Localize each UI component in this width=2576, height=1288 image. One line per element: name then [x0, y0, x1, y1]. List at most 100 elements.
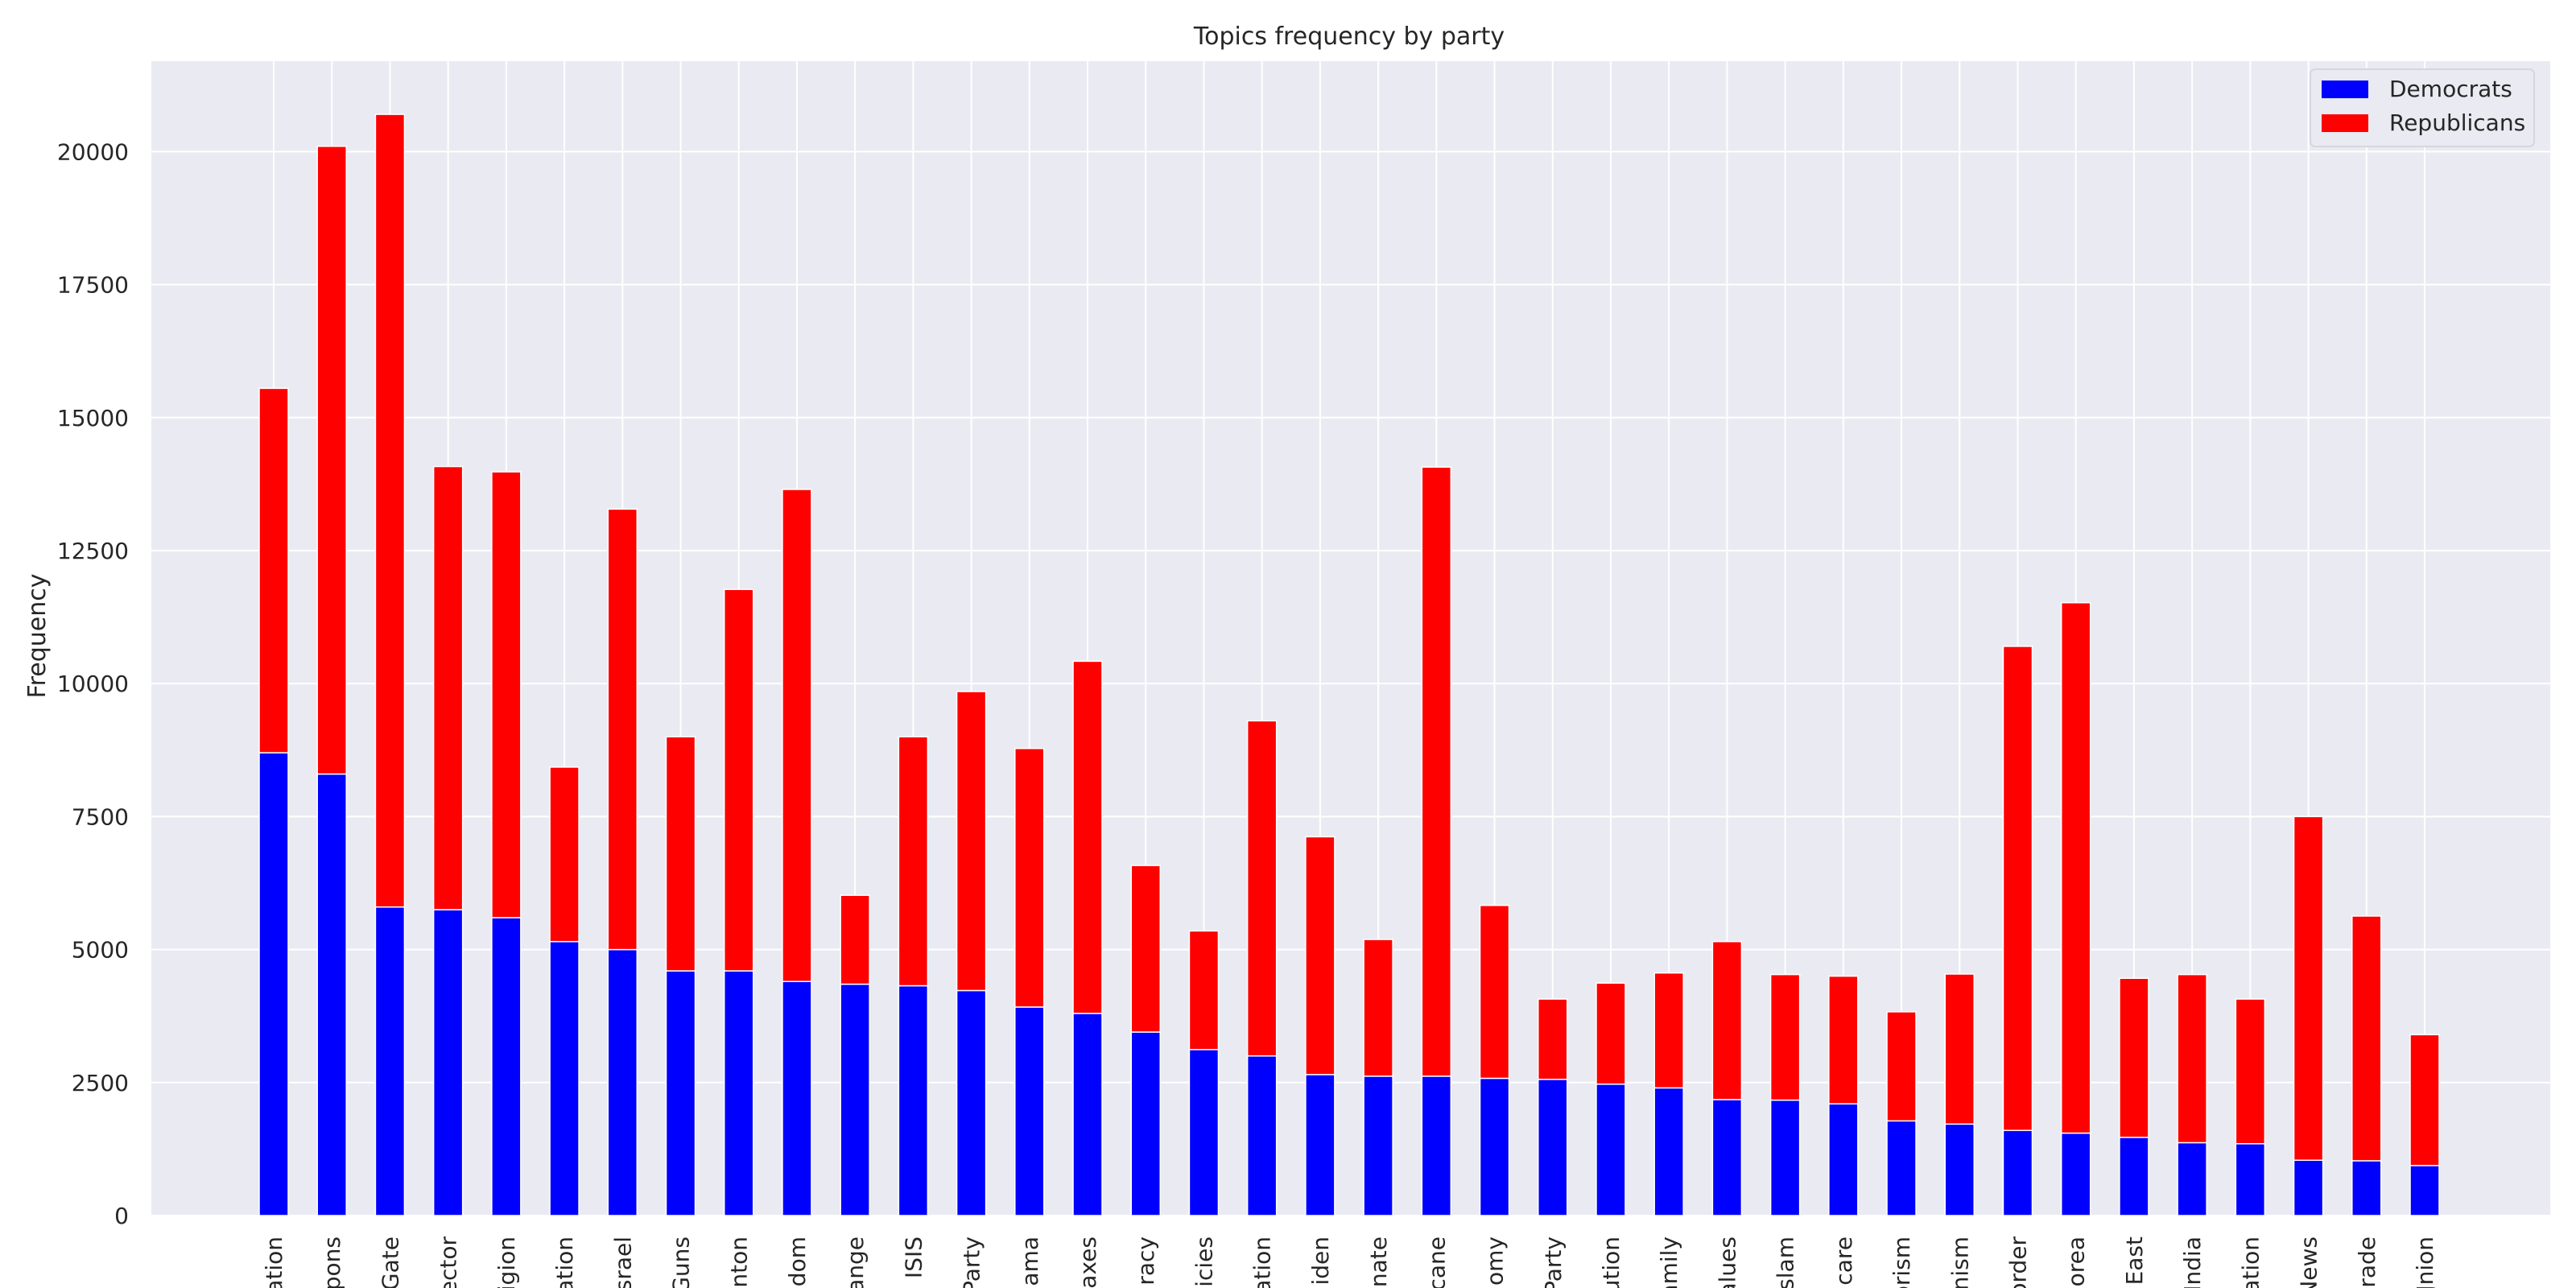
bar-republicans — [898, 736, 929, 987]
x-tick-label: orism — [1889, 1236, 1915, 1288]
x-tick-label: omy — [1482, 1236, 1509, 1286]
bar-democrats — [1421, 1075, 1452, 1216]
bar-republicans — [1596, 982, 1626, 1085]
bar-democrats — [374, 906, 406, 1216]
x-axis: ation pons Gate ector igion ation srael Guns int… — [261, 1236, 2438, 1288]
y-tick-label: 15000 — [57, 405, 129, 431]
bar-republicans — [1130, 865, 1161, 1033]
bar-republicans — [374, 114, 406, 908]
bar-republicans — [2060, 601, 2091, 1134]
bar-democrats — [316, 773, 347, 1216]
y-tick-label: 5000 — [72, 937, 129, 964]
x-tick-label: ISIS — [900, 1236, 927, 1278]
bar-democrats — [432, 909, 464, 1216]
x-tick-label: icies — [1191, 1236, 1217, 1287]
bar-republicans — [1072, 660, 1103, 1014]
bar-republicans — [1305, 836, 1335, 1075]
x-tick-label: srael — [609, 1236, 636, 1288]
x-tick-label: Party — [959, 1236, 985, 1288]
bar-republicans — [1944, 973, 1975, 1125]
x-tick-label: News — [2296, 1236, 2322, 1288]
bar-democrats — [1363, 1075, 1393, 1216]
bar-democrats — [665, 970, 696, 1216]
bar-democrats — [1828, 1103, 1859, 1216]
bar-republicans — [1538, 998, 1568, 1080]
bar-democrats — [1653, 1087, 1684, 1216]
bar-democrats — [1130, 1031, 1161, 1216]
y-tick-label: 17500 — [57, 272, 129, 299]
legend-swatch — [2322, 114, 2368, 132]
bar-democrats — [840, 983, 870, 1216]
bar-democrats — [782, 980, 812, 1216]
bar-republicans — [1246, 720, 1278, 1057]
x-tick-label: inton — [726, 1236, 753, 1288]
bar-republicans — [1014, 748, 1045, 1008]
y-tick-label: 12500 — [57, 538, 129, 564]
y-axis-label: Frequency — [23, 574, 52, 699]
bar-republicans — [549, 766, 580, 943]
bar-republicans — [258, 387, 289, 753]
bar-democrats — [1538, 1079, 1568, 1216]
bar-republicans — [607, 508, 638, 951]
bar-republicans — [1828, 975, 1859, 1104]
bar-democrats — [2119, 1137, 2149, 1216]
x-tick-label: racy — [1133, 1236, 1159, 1286]
bar-republicans — [665, 736, 696, 972]
bar-republicans — [2409, 1034, 2440, 1166]
bar-republicans — [1421, 466, 1452, 1077]
x-tick-label: ector — [436, 1236, 462, 1288]
bar-democrats — [1072, 1013, 1103, 1216]
bar-republicans — [2235, 998, 2266, 1145]
bar-democrats — [549, 940, 580, 1216]
legend-label: Republicans — [2389, 109, 2525, 136]
bar-democrats — [1305, 1074, 1335, 1216]
bar-democrats — [2235, 1143, 2266, 1216]
x-tick-label: dom — [784, 1236, 811, 1286]
bar-republicans — [1711, 940, 1743, 1100]
x-tick-label: slam — [1773, 1236, 1799, 1288]
bar-democrats — [1944, 1123, 1975, 1216]
bar-democrats — [2409, 1165, 2440, 1216]
y-tick-label: 10000 — [57, 671, 129, 697]
bar-republicans — [1769, 973, 1801, 1101]
bar-republicans — [956, 691, 987, 992]
bar-democrats — [956, 989, 987, 1216]
y-tick-label: 20000 — [57, 138, 129, 165]
bar-democrats — [1596, 1084, 1626, 1216]
bar-republicans — [2177, 973, 2207, 1144]
bar-democrats — [1769, 1099, 1801, 1216]
x-tick-label: ange — [842, 1236, 869, 1288]
legend-label: Democrats — [2389, 76, 2512, 102]
chart-title: Topics frequency by party — [1193, 23, 1505, 51]
x-tick-label: ation — [2237, 1236, 2264, 1288]
bar-republicans — [723, 588, 754, 972]
x-tick-label: rade — [2354, 1236, 2380, 1288]
bar-republicans — [1479, 904, 1510, 1080]
y-tick-label: 2500 — [72, 1070, 129, 1096]
bar-democrats — [258, 752, 289, 1216]
bar-democrats — [2002, 1129, 2033, 1216]
x-tick-label: orea — [2063, 1236, 2090, 1286]
x-tick-label: Gate — [377, 1236, 403, 1288]
bar-republicans — [1188, 930, 1220, 1051]
x-tick-label: Guns — [668, 1236, 695, 1288]
x-tick-label: pons — [319, 1236, 345, 1288]
bar-republicans — [782, 489, 812, 982]
bar-republicans — [1363, 939, 1393, 1077]
x-tick-label: igion — [493, 1236, 520, 1288]
bar-democrats — [723, 970, 754, 1216]
x-tick-label: alues — [1714, 1236, 1740, 1288]
bar-democrats — [491, 917, 522, 1216]
y-tick-label: 0 — [114, 1203, 129, 1229]
bar-republicans — [2293, 815, 2324, 1162]
y-tick-label: 7500 — [72, 803, 129, 830]
bar-democrats — [607, 948, 638, 1216]
x-tick-label: care — [1831, 1236, 1857, 1286]
bar-democrats — [2351, 1160, 2382, 1216]
x-tick-label: Jnion — [2412, 1236, 2438, 1288]
bar-democrats — [1246, 1055, 1278, 1216]
x-tick-label: ation — [261, 1236, 287, 1288]
bar-republicans — [1653, 972, 1684, 1089]
bar-republicans — [2351, 915, 2382, 1162]
bar-democrats — [1188, 1049, 1220, 1216]
